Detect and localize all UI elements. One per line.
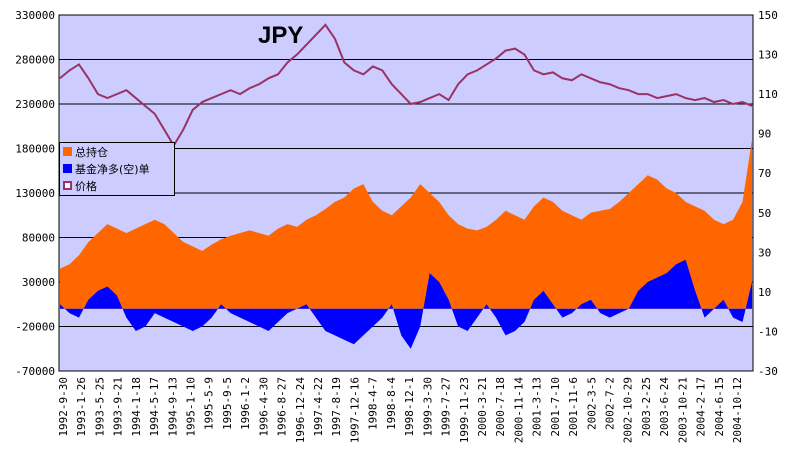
y-right-tick-label: 50 [758, 207, 771, 220]
legend-label: 基金净多(空)单 [75, 162, 150, 176]
x-tick-label: 2001-3-13 [531, 377, 544, 437]
x-tick-label: 2001-11-6 [567, 377, 580, 437]
x-tick-label: 1999-3-30 [421, 377, 434, 437]
y-right-tick-label: 90 [758, 128, 771, 141]
x-tick-label: 2002-3-5 [585, 377, 598, 430]
x-tick-label: 2004-6-15 [713, 377, 726, 437]
x-tick-label: 2000-7-18 [494, 377, 507, 437]
y-left-tick-label: 30000 [22, 276, 55, 289]
legend-swatch-total [63, 147, 72, 156]
legend-label: 价格 [75, 179, 97, 193]
series-total-area [60, 139, 752, 309]
x-tick-label: 2004-2-17 [695, 377, 708, 437]
x-tick-label: 1993-5-25 [93, 377, 106, 437]
y-left-tick-label: 180000 [15, 143, 55, 156]
x-tick-label: 1994-9-13 [166, 377, 179, 437]
series-price-line [59, 23, 753, 148]
x-tick-label: 1992-9-30 [57, 377, 70, 437]
y-left-tick-label: 330000 [15, 9, 55, 22]
y-right-tick-label: 110 [758, 88, 778, 101]
x-tick-label: 2003-2-25 [640, 377, 653, 437]
x-tick-label: 1994-1-18 [130, 377, 143, 437]
x-tick-label: 2000-11-14 [512, 377, 525, 444]
y-right-tick-label: -30 [758, 365, 778, 378]
x-tick-label: 1996-12-24 [294, 377, 307, 444]
x-tick-label: 2004-10-12 [731, 377, 744, 443]
y-right-tick-label: 10 [758, 286, 771, 299]
x-tick-label: 1995-9-5 [221, 377, 234, 430]
x-tick-label: 1995-1-10 [185, 377, 198, 437]
x-tick-label: 1998-12-1 [403, 377, 416, 437]
x-tick-label: 2003-10-21 [676, 377, 689, 443]
y-right-tick-label: -10 [758, 325, 778, 338]
x-tick-label: 1995-5-9 [203, 377, 216, 430]
y-left-tick-label: -20000 [15, 321, 55, 334]
x-tick-label: 1996-1-2 [239, 377, 252, 430]
x-tick-label: 2002-10-29 [622, 377, 635, 443]
legend-label: 总持仓 [75, 145, 108, 159]
y-left-tick-label: 230000 [15, 98, 55, 111]
legend-swatch-price [63, 181, 72, 190]
y-right-tick-label: 70 [758, 167, 771, 180]
x-tick-label: 1997-12-16 [348, 377, 361, 443]
y-left-tick-label: 130000 [15, 187, 55, 200]
y-right-tick-label: 30 [758, 246, 771, 259]
x-tick-label: 1999-7-27 [440, 377, 453, 437]
legend-item-price: 价格 [60, 177, 174, 194]
legend-item-total: 总持仓 [60, 143, 174, 160]
x-tick-label: 1999-11-23 [458, 377, 471, 443]
x-tick-label: 2002-7-2 [603, 377, 616, 430]
x-tick-label: 1996-8-27 [276, 377, 289, 437]
x-tick-label: 1998-4-7 [367, 377, 380, 430]
legend: 总持仓 基金净多(空)单 价格 [59, 142, 175, 196]
x-tick-label: 1997-4-22 [312, 377, 325, 437]
x-tick-label: 2000-3-21 [476, 377, 489, 437]
y-right-tick-label: 150 [758, 9, 778, 22]
x-tick-label: 2003-6-24 [658, 377, 671, 437]
x-tick-label: 1993-1-26 [75, 377, 88, 437]
y-left-tick-label: 280000 [15, 54, 55, 67]
x-tick-label: 1996-4-30 [257, 377, 270, 437]
x-tick-label: 1994-5-17 [148, 377, 161, 437]
legend-swatch-net [63, 164, 72, 173]
x-tick-label: 1998-8-4 [385, 377, 398, 430]
x-tick-label: 2001-7-10 [549, 377, 562, 437]
y-left-tick-label: -70000 [15, 365, 55, 378]
legend-item-net: 基金净多(空)单 [60, 160, 174, 177]
y-left-tick-label: 80000 [22, 232, 55, 245]
series-net-area [60, 259, 752, 349]
x-tick-label: 1997-8-19 [330, 377, 343, 437]
y-right-tick-label: 130 [758, 49, 778, 62]
x-tick-label: 1993-9-21 [112, 377, 125, 437]
chart-title: JPY [258, 22, 304, 49]
